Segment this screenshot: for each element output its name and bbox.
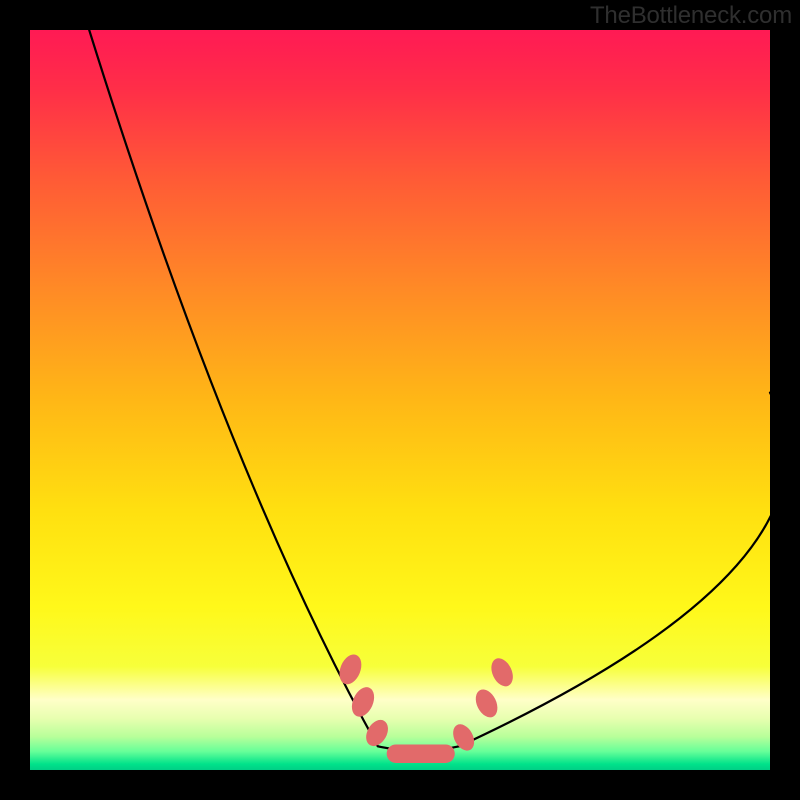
watermark-text: TheBottleneck.com xyxy=(590,2,792,30)
bottleneck-chart xyxy=(30,30,770,770)
chart-stage: TheBottleneck.com xyxy=(0,0,800,800)
chart-background xyxy=(30,30,770,770)
valley-marker xyxy=(387,744,455,763)
